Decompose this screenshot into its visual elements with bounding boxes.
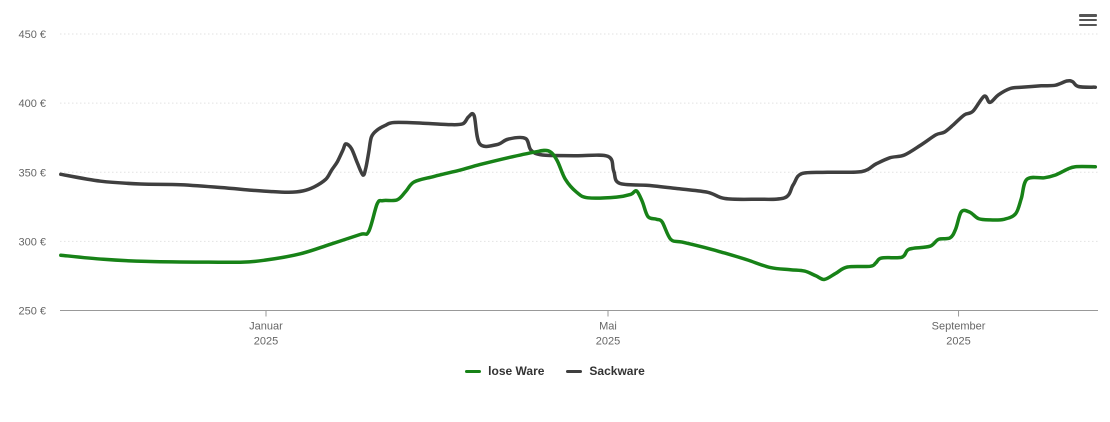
y-axis-label: 350 € xyxy=(18,167,46,179)
legend-line-swatch-green xyxy=(465,369,482,373)
x-axis-label: September 2025 xyxy=(932,321,986,348)
chart-legend: lose Ware Sackware xyxy=(0,363,1110,379)
series-line-sackware[interactable] xyxy=(59,78,1098,202)
legend-label-sackware: Sackware xyxy=(589,364,645,378)
y-axis-label: 250 € xyxy=(18,306,46,318)
legend-item-sackware[interactable]: Sackware xyxy=(566,363,645,379)
y-axis-label: 450 € xyxy=(18,29,46,41)
y-axis-label: 400 € xyxy=(18,98,46,110)
legend-line-swatch-gray xyxy=(566,369,583,373)
series-line-lose-ware[interactable] xyxy=(59,148,1098,282)
y-axis-label: 300 € xyxy=(18,236,46,248)
legend-label-lose-ware: lose Ware xyxy=(488,364,545,378)
chart-canvas: 450 € 400 € 350 € 300 € 250 € Januar 2025 Mai 20… xyxy=(18,29,1098,348)
legend-item-lose-ware[interactable]: lose Ware xyxy=(465,363,544,379)
x-axis-label: Mai 2025 xyxy=(596,321,620,348)
chart-context-menu-button[interactable] xyxy=(1079,14,1097,26)
x-axis-label: Januar 2025 xyxy=(249,321,283,348)
